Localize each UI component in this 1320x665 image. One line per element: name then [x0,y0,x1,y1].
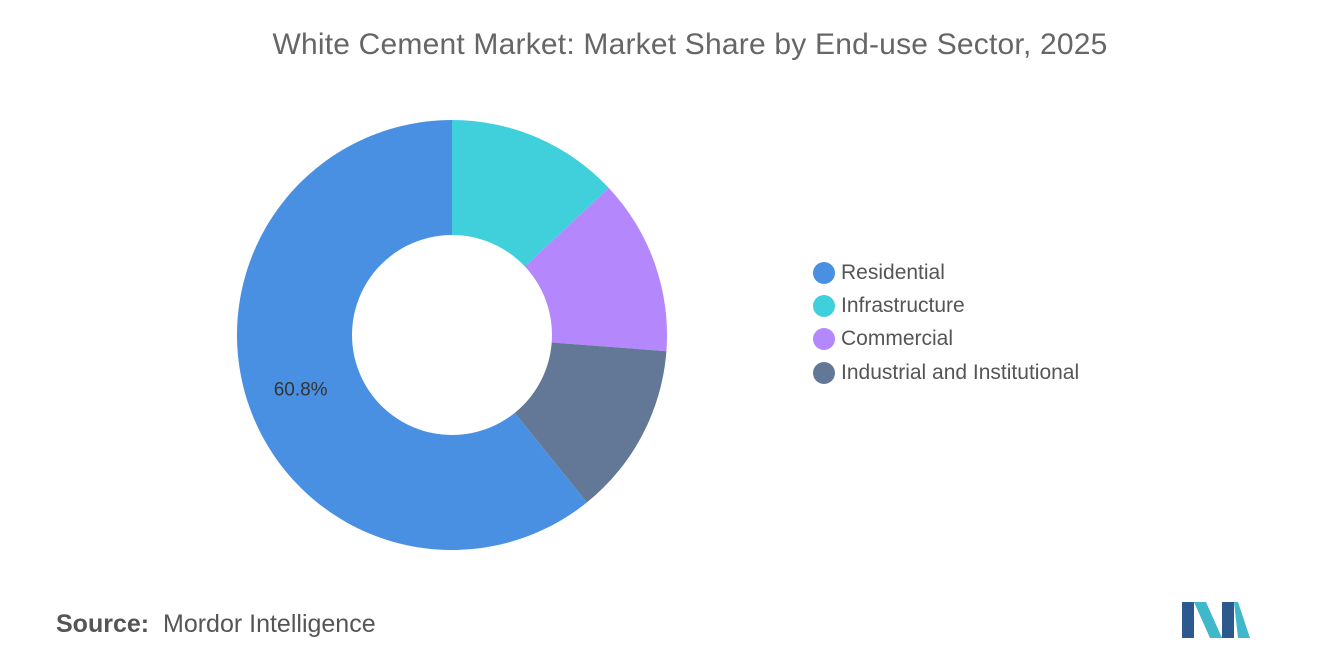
slice-residential [236,120,587,550]
source-prefix: Source: [56,610,150,638]
legend-swatch [813,328,835,351]
slice-labels: 60.8% [274,379,328,400]
chart-legend: Residential Infrastructure Commercial Indus… [813,256,1079,389]
legend-label: Infrastructure [841,293,965,317]
legend-item-infrastructure: Infrastructure [813,289,1079,322]
legend-swatch [813,261,835,284]
legend-swatch [813,361,835,384]
slice-commercial [524,187,667,352]
source-note: Source: Mordor Intelligence [56,610,376,639]
source-text: Mordor Intelligence [163,610,376,638]
legend-item-commercial: Commercial [813,323,1079,356]
legend-label: Industrial and Institutional [841,360,1080,384]
legend-label: Residential [841,260,945,284]
slice-infrastructure [452,120,609,267]
donut-slices [236,120,667,550]
legend-item-residential: Residential [813,256,1079,289]
legend-swatch [813,294,835,317]
legend-item-industrial-and-institutional: Industrial and Institutional [813,356,1079,389]
slice-label-residential: 60.8% [274,379,328,400]
legend-label: Commercial [841,327,954,351]
slice-industrial-and-institutional [514,342,667,503]
mordor-intelligence-logo-icon [1182,602,1250,638]
chart-title: White Cement Market: Market Share by End… [272,28,1108,61]
